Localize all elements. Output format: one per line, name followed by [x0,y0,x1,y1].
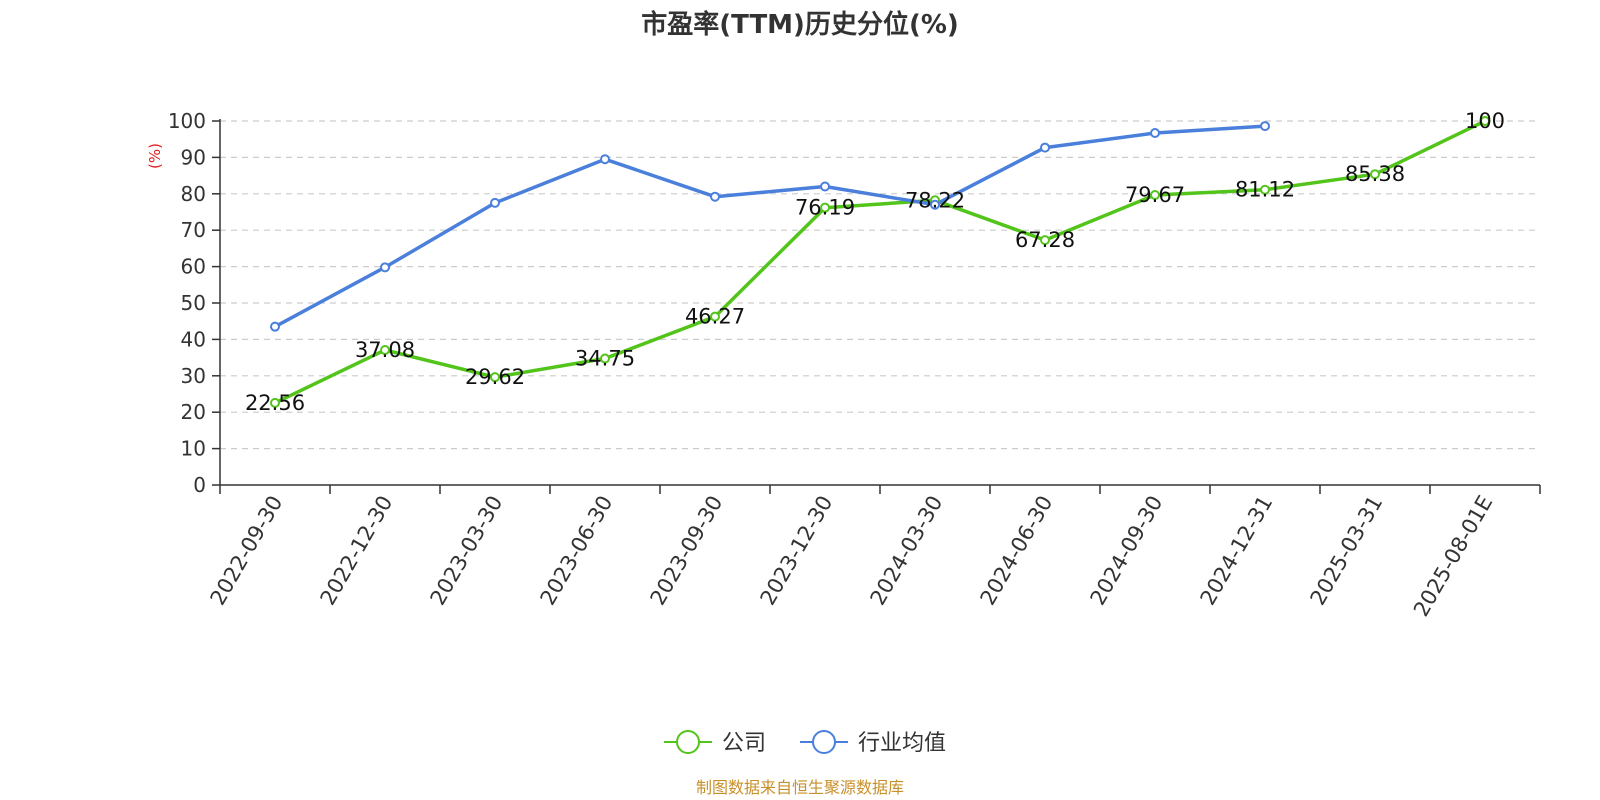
x-tick-label: 2023-03-30 [426,492,508,610]
data-label: 67.28 [1015,228,1075,252]
data-point [270,397,280,408]
data-point [1150,190,1160,201]
x-tick-label: 2025-03-31 [1306,492,1388,610]
data-point [820,181,830,192]
data-point [490,372,500,383]
source-note: 制图数据来自恒生聚源数据库 [696,778,904,797]
data-point [490,197,500,208]
x-tick-label: 2022-12-30 [316,492,398,610]
series-line-1 [274,124,1266,329]
data-label: 79.67 [1125,183,1185,207]
x-tick-label: 2023-06-30 [536,492,618,610]
data-point [380,345,390,356]
x-tick-label: 2022-09-30 [206,492,288,610]
data-point [820,202,830,213]
y-tick-label: 70 [181,218,206,242]
data-label: 46.27 [685,305,745,329]
x-tick-label: 2025-08-01E [1409,492,1497,621]
legend-marker-icon [676,730,700,754]
y-tick-label: 100 [168,109,206,133]
data-point [1370,169,1380,180]
data-label: 29.62 [465,365,525,389]
data-point [710,191,720,202]
data-point [380,262,390,273]
data-label: 34.75 [575,347,635,371]
data-point [710,311,720,322]
legend-marker-icon [812,730,836,754]
legend-label: 行业均值 [858,731,946,756]
x-tick-label: 2024-09-30 [1086,492,1168,610]
data-label: 81.12 [1235,178,1295,202]
x-tick-label: 2023-09-30 [646,492,728,610]
data-label: 100 [1465,109,1505,133]
y-tick-label: 10 [181,437,206,461]
data-point [1040,235,1050,246]
legend-label: 公司 [722,731,766,756]
y-tick-label: 50 [181,291,206,315]
x-tick-label: 2024-12-31 [1196,492,1278,610]
data-label: 22.56 [245,391,305,415]
data-labels: 22.56 37.08 29.62 34.75 46.27 76.19 78.22 67.28… [245,109,1505,415]
y-tick-label: 80 [181,182,206,206]
x-tick-label: 2024-03-30 [866,492,948,610]
grid-lines [220,120,1540,450]
legend[interactable]: 公司 行业均值 [664,730,946,756]
data-point [930,199,940,210]
data-point [1260,121,1270,132]
axes: 0 10 20 30 40 50 60 70 80 90 100 2022-09-30 2022-12-… [168,109,1541,621]
data-point [1260,184,1270,195]
data-label: 78.22 [905,188,965,212]
y-tick-label: 90 [181,145,206,169]
data-point [1150,128,1160,139]
series [270,116,1490,408]
y-tick-label: 40 [181,327,206,351]
x-tick-label: 2024-06-30 [976,492,1058,610]
legend-item[interactable]: 公司 [664,730,766,756]
y-tick-label: 60 [181,255,206,279]
y-tick-label: 0 [193,473,206,497]
series-line-0 [274,119,1486,405]
data-point [600,154,610,165]
data-point [270,321,280,332]
chart-title: 市盈率(TTM)历史分位(%) [641,9,959,40]
data-point [1480,116,1490,126]
data-label: 85.38 [1345,162,1405,186]
y-axis-label: (%) [146,143,164,169]
data-label: 76.19 [795,196,855,220]
data-point [1040,142,1050,153]
data-point [600,353,610,364]
legend-item[interactable]: 行业均值 [800,730,946,756]
data-label: 37.08 [355,338,415,362]
x-tick-label: 2023-12-30 [756,492,838,610]
y-tick-label: 30 [181,364,206,388]
y-tick-label: 20 [181,400,206,424]
